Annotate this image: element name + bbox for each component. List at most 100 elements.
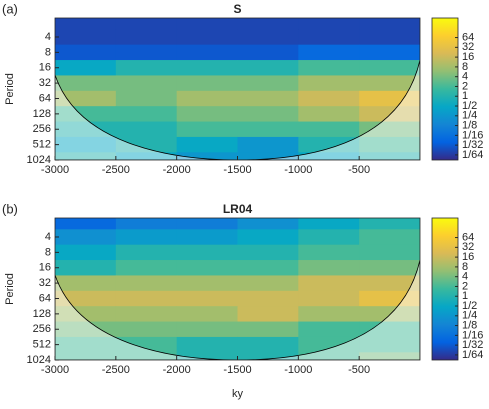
heat-cell: [237, 29, 299, 46]
heat-cell: [55, 218, 117, 230]
x-tick-label: -1000: [284, 364, 312, 376]
y-tick-label: 512: [33, 339, 51, 351]
heat-cell: [115, 290, 178, 307]
heat-cell: [359, 244, 420, 261]
heat-cell: [298, 106, 360, 123]
heat-cell: [298, 321, 360, 338]
colorbar-tick-label: 16: [462, 51, 474, 63]
y-tick-label: 128: [33, 108, 51, 120]
heat-cell: [298, 244, 360, 261]
heat-cell: [237, 18, 299, 30]
heat-cell: [237, 229, 299, 246]
heat-cell: [298, 218, 360, 230]
heat-cell: [359, 75, 420, 92]
heat-cell: [237, 152, 299, 160]
heat-cell: [298, 290, 360, 307]
heat-cell: [176, 290, 238, 307]
heat-cell: [115, 321, 178, 338]
y-tick-label: 16: [39, 62, 51, 74]
colorbar-tick-label: 32: [462, 241, 474, 253]
colorbar-tick-label: 4: [462, 71, 468, 83]
heat-cell: [176, 136, 238, 153]
heat-cell: [298, 306, 360, 323]
heat-cell: [298, 18, 360, 30]
y-tick-label: 64: [39, 292, 51, 304]
heat-cell: [298, 229, 360, 246]
heat-cell: [359, 29, 420, 46]
heat-cell: [237, 321, 299, 338]
colorbar-tick-label: 2: [462, 80, 468, 92]
y-tick-label: 4: [45, 31, 51, 43]
heat-cell: [176, 106, 238, 123]
heat-cell: [176, 260, 238, 276]
heat-cell: [115, 229, 178, 246]
y-tick-label: 256: [33, 323, 51, 335]
heat-cell: [237, 244, 299, 261]
heat-cell: [176, 229, 238, 246]
heat-cell: [176, 218, 238, 230]
heat-cell: [298, 275, 360, 292]
colorbar: [431, 217, 459, 361]
colorbar-tick-label: 8: [462, 61, 468, 73]
y-tick-label: 256: [33, 123, 51, 135]
heat-cell: [115, 260, 178, 276]
colorbar-tick-label: 1/32: [462, 139, 483, 151]
heat-cell: [298, 90, 360, 107]
heat-cell: [55, 29, 117, 46]
heat-cell: [55, 60, 117, 76]
x-tick-label: -3000: [41, 164, 69, 176]
x-axis-label: ky: [232, 388, 244, 400]
heat-cell: [115, 106, 178, 123]
colorbar-tick-label: 1/8: [462, 119, 477, 131]
x-tick-label: -1500: [223, 364, 251, 376]
colorbar-tick-label: 1/16: [462, 329, 483, 341]
heat-cell: [176, 121, 238, 138]
x-tick-label: -500: [348, 164, 370, 176]
heat-cell: [55, 44, 117, 61]
heat-cell: [298, 75, 360, 92]
heat-cell: [237, 121, 299, 138]
heat-cell: [237, 275, 299, 292]
chart-title: S: [233, 2, 241, 16]
y-tick-label: 1024: [27, 154, 51, 166]
x-tick-label: -3000: [41, 364, 69, 376]
heat-cell: [359, 44, 420, 61]
panel-label: (b): [2, 201, 18, 216]
colorbar-tick-label: 1/2: [462, 300, 477, 312]
heat-cell: [55, 275, 117, 292]
colorbar-tick-label: 1/4: [462, 110, 477, 122]
heat-cell: [237, 306, 299, 323]
heat-cell: [237, 336, 299, 353]
colorbar-tick-label: 1: [462, 90, 468, 102]
heat-cell: [176, 275, 238, 292]
heat-cell: [237, 260, 299, 276]
y-axis-label: Period: [4, 273, 16, 305]
heat-cell: [55, 229, 117, 246]
heat-cell: [176, 152, 238, 160]
colorbar-tick-label: 1/64: [462, 149, 483, 161]
heat-cell: [55, 75, 117, 92]
y-tick-label: 128: [33, 308, 51, 320]
colorbar-tick-label: 4: [462, 271, 468, 283]
x-tick-label: -2000: [163, 364, 191, 376]
colorbar-tick-label: 64: [462, 31, 474, 43]
y-tick-label: 512: [33, 139, 51, 151]
heat-cell: [176, 29, 238, 46]
heat-cell: [298, 260, 360, 276]
heat-cell: [115, 121, 178, 138]
colorbar-tick-label: 16: [462, 251, 474, 263]
heat-cell: [237, 44, 299, 61]
heatmap: [55, 218, 420, 360]
colorbar-tick-label: 32: [462, 41, 474, 53]
heat-cell: [55, 260, 117, 276]
heat-cell: [237, 136, 299, 153]
chart-title: LR04: [223, 202, 253, 216]
heat-cell: [176, 244, 238, 261]
x-tick-label: -1000: [284, 164, 312, 176]
heat-cell: [298, 60, 360, 76]
colorbar-tick-label: 2: [462, 280, 468, 292]
colorbar-tick-label: 1/16: [462, 129, 483, 141]
heat-cell: [176, 321, 238, 338]
colorbar-tick-label: 64: [462, 231, 474, 243]
